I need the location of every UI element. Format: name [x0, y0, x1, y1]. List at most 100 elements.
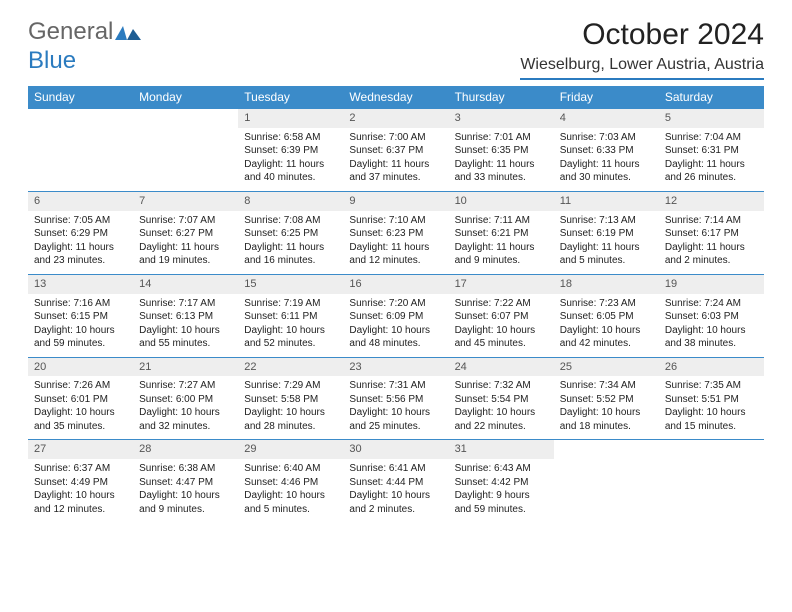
- day-cell: 9Sunrise: 7:10 AMSunset: 6:23 PMDaylight…: [343, 191, 448, 274]
- day-number: 24: [449, 357, 554, 377]
- sunrise-text: Sunrise: 7:10 AM: [349, 214, 442, 228]
- daylight-text: Daylight: 10 hours and 22 minutes.: [455, 406, 548, 433]
- day-number: 2: [343, 108, 448, 128]
- day-number: 25: [554, 357, 659, 377]
- day-number: 14: [133, 274, 238, 294]
- day-number: 15: [238, 274, 343, 294]
- sunrise-text: Sunrise: 7:13 AM: [560, 214, 653, 228]
- day-number: 30: [343, 439, 448, 459]
- day-number: 29: [238, 439, 343, 459]
- day-number: 11: [554, 191, 659, 211]
- sunrise-text: Sunrise: 7:00 AM: [349, 131, 442, 145]
- day-body: Sunrise: 6:58 AMSunset: 6:39 PMDaylight:…: [238, 128, 343, 191]
- day-body: Sunrise: 7:24 AMSunset: 6:03 PMDaylight:…: [659, 294, 764, 357]
- empty-day-cell: [28, 108, 133, 191]
- sunset-text: Sunset: 6:27 PM: [139, 227, 232, 241]
- day-body: Sunrise: 7:13 AMSunset: 6:19 PMDaylight:…: [554, 211, 659, 274]
- sunrise-text: Sunrise: 6:58 AM: [244, 131, 337, 145]
- daylight-text: Daylight: 11 hours and 19 minutes.: [139, 241, 232, 268]
- day-cell: 17Sunrise: 7:22 AMSunset: 6:07 PMDayligh…: [449, 274, 554, 357]
- daylight-text: Daylight: 11 hours and 16 minutes.: [244, 241, 337, 268]
- day-cell: 8Sunrise: 7:08 AMSunset: 6:25 PMDaylight…: [238, 191, 343, 274]
- day-cell: 18Sunrise: 7:23 AMSunset: 6:05 PMDayligh…: [554, 274, 659, 357]
- daylight-text: Daylight: 11 hours and 2 minutes.: [665, 241, 758, 268]
- brand-blue: Blue: [28, 47, 76, 74]
- day-body: Sunrise: 7:08 AMSunset: 6:25 PMDaylight:…: [238, 211, 343, 274]
- week-row: 27Sunrise: 6:37 AMSunset: 4:49 PMDayligh…: [28, 439, 764, 522]
- sunrise-text: Sunrise: 7:05 AM: [34, 214, 127, 228]
- daylight-text: Daylight: 10 hours and 9 minutes.: [139, 489, 232, 516]
- dow-cell: Saturday: [659, 86, 764, 108]
- day-cell: 31Sunrise: 6:43 AMSunset: 4:42 PMDayligh…: [449, 439, 554, 522]
- day-body: Sunrise: 7:03 AMSunset: 6:33 PMDaylight:…: [554, 128, 659, 191]
- day-body: Sunrise: 7:22 AMSunset: 6:07 PMDaylight:…: [449, 294, 554, 357]
- day-body: Sunrise: 6:41 AMSunset: 4:44 PMDaylight:…: [343, 459, 448, 522]
- daylight-text: Daylight: 11 hours and 5 minutes.: [560, 241, 653, 268]
- sunset-text: Sunset: 6:00 PM: [139, 393, 232, 407]
- sunrise-text: Sunrise: 7:04 AM: [665, 131, 758, 145]
- day-cell: 14Sunrise: 7:17 AMSunset: 6:13 PMDayligh…: [133, 274, 238, 357]
- sunset-text: Sunset: 4:42 PM: [455, 476, 548, 490]
- sunrise-text: Sunrise: 6:38 AM: [139, 462, 232, 476]
- week-row: 6Sunrise: 7:05 AMSunset: 6:29 PMDaylight…: [28, 191, 764, 274]
- sunset-text: Sunset: 6:31 PM: [665, 144, 758, 158]
- daylight-text: Daylight: 10 hours and 35 minutes.: [34, 406, 127, 433]
- day-cell: 5Sunrise: 7:04 AMSunset: 6:31 PMDaylight…: [659, 108, 764, 191]
- sunset-text: Sunset: 5:54 PM: [455, 393, 548, 407]
- day-body: Sunrise: 7:07 AMSunset: 6:27 PMDaylight:…: [133, 211, 238, 274]
- daylight-text: Daylight: 10 hours and 52 minutes.: [244, 324, 337, 351]
- day-cell: 3Sunrise: 7:01 AMSunset: 6:35 PMDaylight…: [449, 108, 554, 191]
- day-number: 27: [28, 439, 133, 459]
- week-row: 13Sunrise: 7:16 AMSunset: 6:15 PMDayligh…: [28, 274, 764, 357]
- day-cell: 19Sunrise: 7:24 AMSunset: 6:03 PMDayligh…: [659, 274, 764, 357]
- day-number: 22: [238, 357, 343, 377]
- day-body: Sunrise: 6:37 AMSunset: 4:49 PMDaylight:…: [28, 459, 133, 522]
- sunset-text: Sunset: 6:39 PM: [244, 144, 337, 158]
- day-body: Sunrise: 7:16 AMSunset: 6:15 PMDaylight:…: [28, 294, 133, 357]
- daylight-text: Daylight: 11 hours and 12 minutes.: [349, 241, 442, 268]
- daylight-text: Daylight: 10 hours and 42 minutes.: [560, 324, 653, 351]
- daylight-text: Daylight: 10 hours and 25 minutes.: [349, 406, 442, 433]
- day-number: 3: [449, 108, 554, 128]
- day-cell: 1Sunrise: 6:58 AMSunset: 6:39 PMDaylight…: [238, 108, 343, 191]
- sunrise-text: Sunrise: 6:41 AM: [349, 462, 442, 476]
- week-row: 20Sunrise: 7:26 AMSunset: 6:01 PMDayligh…: [28, 357, 764, 440]
- day-cell: 12Sunrise: 7:14 AMSunset: 6:17 PMDayligh…: [659, 191, 764, 274]
- page-header: GeneralBlue October 2024 Wieselburg, Low…: [0, 0, 792, 86]
- dow-cell: Thursday: [449, 86, 554, 108]
- day-number: 4: [554, 108, 659, 128]
- day-cell: 6Sunrise: 7:05 AMSunset: 6:29 PMDaylight…: [28, 191, 133, 274]
- calendar-body: 1Sunrise: 6:58 AMSunset: 6:39 PMDaylight…: [0, 108, 792, 522]
- sunset-text: Sunset: 6:15 PM: [34, 310, 127, 324]
- sunset-text: Sunset: 6:21 PM: [455, 227, 548, 241]
- empty-day-cell: [133, 108, 238, 191]
- day-cell: 2Sunrise: 7:00 AMSunset: 6:37 PMDaylight…: [343, 108, 448, 191]
- daylight-text: Daylight: 10 hours and 2 minutes.: [349, 489, 442, 516]
- daylight-text: Daylight: 11 hours and 23 minutes.: [34, 241, 127, 268]
- day-body: Sunrise: 7:23 AMSunset: 6:05 PMDaylight:…: [554, 294, 659, 357]
- sunrise-text: Sunrise: 6:43 AM: [455, 462, 548, 476]
- sunrise-text: Sunrise: 7:11 AM: [455, 214, 548, 228]
- sunset-text: Sunset: 6:11 PM: [244, 310, 337, 324]
- day-number: 7: [133, 191, 238, 211]
- day-number: 28: [133, 439, 238, 459]
- day-body: Sunrise: 7:04 AMSunset: 6:31 PMDaylight:…: [659, 128, 764, 191]
- sunrise-text: Sunrise: 7:35 AM: [665, 379, 758, 393]
- sunrise-text: Sunrise: 7:23 AM: [560, 297, 653, 311]
- sunset-text: Sunset: 4:47 PM: [139, 476, 232, 490]
- day-body: Sunrise: 7:01 AMSunset: 6:35 PMDaylight:…: [449, 128, 554, 191]
- page-title: October 2024: [520, 18, 764, 52]
- day-number: 21: [133, 357, 238, 377]
- daylight-text: Daylight: 10 hours and 59 minutes.: [34, 324, 127, 351]
- sunrise-text: Sunrise: 7:22 AM: [455, 297, 548, 311]
- sunset-text: Sunset: 6:19 PM: [560, 227, 653, 241]
- daylight-text: Daylight: 10 hours and 12 minutes.: [34, 489, 127, 516]
- day-cell: 27Sunrise: 6:37 AMSunset: 4:49 PMDayligh…: [28, 439, 133, 522]
- day-body: Sunrise: 7:35 AMSunset: 5:51 PMDaylight:…: [659, 376, 764, 439]
- sunrise-text: Sunrise: 7:01 AM: [455, 131, 548, 145]
- day-body: Sunrise: 7:32 AMSunset: 5:54 PMDaylight:…: [449, 376, 554, 439]
- day-cell: 29Sunrise: 6:40 AMSunset: 4:46 PMDayligh…: [238, 439, 343, 522]
- day-body: Sunrise: 7:14 AMSunset: 6:17 PMDaylight:…: [659, 211, 764, 274]
- day-number: 1: [238, 108, 343, 128]
- day-number: 18: [554, 274, 659, 294]
